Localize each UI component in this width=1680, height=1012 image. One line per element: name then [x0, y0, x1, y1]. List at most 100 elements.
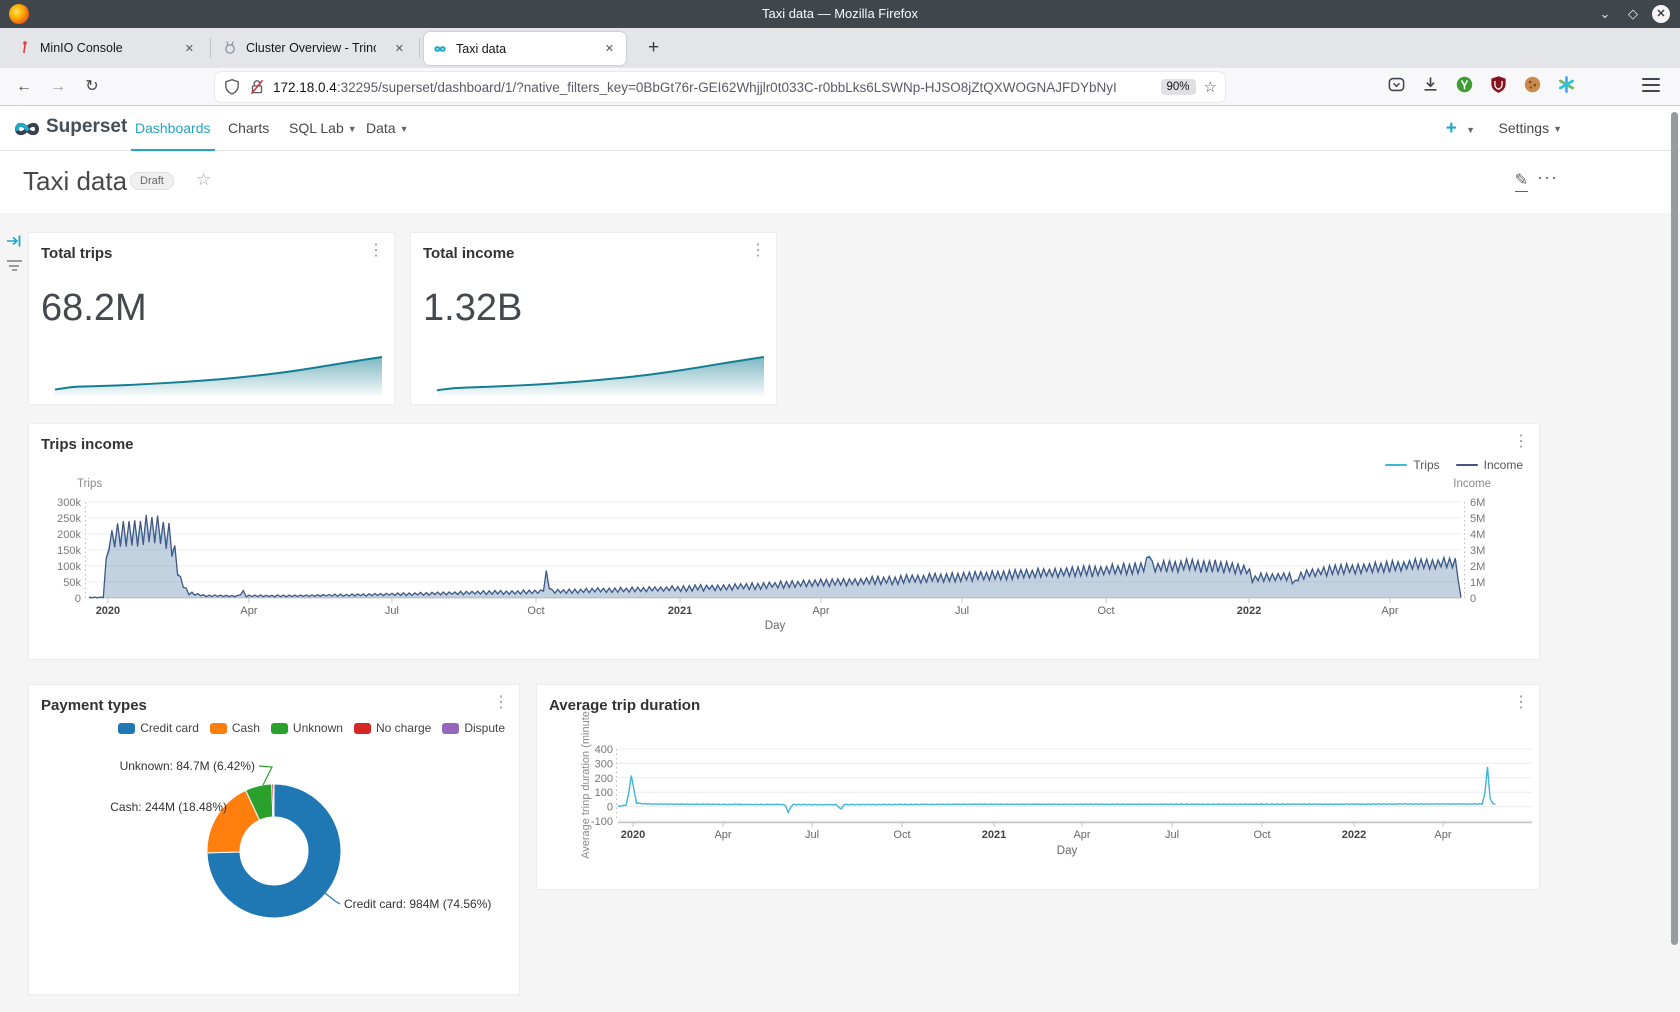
kebab-menu-icon[interactable]: ⋮ [493, 695, 509, 711]
expand-filter-bar-icon[interactable] [6, 234, 22, 248]
tab-close-icon[interactable]: ✕ [181, 40, 198, 57]
chevron-down-icon: ▼ [1466, 125, 1475, 135]
svg-text:Jul: Jul [1165, 829, 1179, 841]
big-number-value: 1.32B [423, 287, 522, 330]
svg-text:0: 0 [607, 802, 613, 814]
legend-item-credit-card[interactable]: Credit card [118, 721, 199, 735]
legend-item-no-charge[interactable]: No charge [354, 721, 431, 735]
more-actions-icon[interactable]: ··· [1537, 167, 1558, 188]
status-badge: Draft [130, 172, 174, 190]
donut-callout: Cash: 244M (18.48%) [110, 800, 227, 814]
page-scrollbar[interactable] [1671, 112, 1678, 945]
donut-callout: Credit card: 984M (74.56%) [344, 897, 491, 911]
donut-callout: Unknown: 84.7M (6.42%) [120, 759, 255, 773]
svg-text:6M: 6M [1470, 497, 1485, 509]
svg-text:300k: 300k [57, 497, 81, 509]
zoom-level-badge[interactable]: 90% [1161, 79, 1196, 95]
kebab-menu-icon[interactable]: ⋮ [750, 243, 766, 259]
forward-icon[interactable]: → [46, 75, 70, 99]
svg-text:Jul: Jul [385, 605, 399, 617]
chart-title: Total trips [41, 245, 112, 262]
page-title: Taxi data [23, 166, 127, 197]
card-total-income: Total income ⋮ 1.32B [410, 232, 777, 405]
tabs-list-chevron-icon[interactable]: ⌄ [1596, 6, 1614, 22]
tracking-shield-icon[interactable] [223, 78, 241, 96]
favorite-star-icon[interactable]: ☆ [196, 170, 211, 190]
avg-trip-duration-chart[interactable]: -10001002003004002020AprJulOct2021AprJul… [537, 685, 1541, 891]
bookmark-star-icon[interactable]: ☆ [1204, 78, 1217, 96]
total-income-sparkline[interactable] [423, 353, 766, 397]
kebab-menu-icon[interactable]: ⋮ [368, 243, 384, 259]
privacy-extension-icon[interactable] [1455, 75, 1474, 94]
nav-sql-lab[interactable]: SQL Lab▼ [285, 106, 361, 151]
svg-text:2021: 2021 [982, 829, 1006, 841]
svg-text:100: 100 [595, 787, 613, 799]
tab-separator [419, 38, 420, 58]
superset-logo[interactable] [10, 113, 44, 145]
svg-text:2M: 2M [1470, 561, 1485, 573]
payment-types-donut-chart[interactable]: Unknown: 84.7M (6.42%) Cash: 244M (18.48%… [29, 745, 521, 996]
download-icon[interactable] [1421, 75, 1440, 94]
svg-text:100k: 100k [57, 561, 81, 573]
svg-text:Oct: Oct [527, 605, 544, 617]
settings-menu[interactable]: Settings▼ [1498, 106, 1562, 151]
legend-item-unknown[interactable]: Unknown [271, 721, 343, 735]
pocket-icon[interactable] [1387, 75, 1406, 94]
window-title: Taxi data — Mozilla Firefox [0, 0, 1680, 28]
dashboard-header: Taxi data Draft ☆ ✎ ··· [0, 151, 1680, 213]
ublock-origin-icon[interactable] [1489, 75, 1508, 94]
nav-data[interactable]: Data▼ [362, 106, 413, 151]
back-icon[interactable]: ← [12, 75, 36, 99]
tab-taxi-data-active[interactable]: Taxi data ✕ [424, 32, 626, 65]
tab-separator [210, 38, 211, 58]
svg-text:4M: 4M [1470, 529, 1485, 541]
superset-brand[interactable]: Superset [46, 116, 127, 138]
window-controls: ⌄ ◇ ✕ [1596, 0, 1670, 28]
svg-text:150k: 150k [57, 545, 81, 557]
tab-close-icon[interactable]: ✕ [601, 40, 618, 57]
cookie-extension-icon[interactable] [1523, 75, 1542, 94]
new-tab-button[interactable]: + [640, 34, 667, 62]
total-trips-sparkline[interactable] [41, 353, 384, 397]
colorful-extension-icon[interactable] [1557, 75, 1576, 94]
add-new-button[interactable]: + ▼ [1446, 106, 1475, 151]
tab-strip: MinIO Console ✕ Cluster Overview - Trino… [0, 28, 1680, 68]
url-host: 172.18.0.4 [273, 80, 337, 95]
svg-text:Apr: Apr [714, 829, 731, 841]
superset-favicon [432, 41, 448, 57]
svg-text:50k: 50k [63, 577, 81, 589]
reload-icon[interactable]: ↻ [80, 75, 104, 99]
nav-dashboards[interactable]: Dashboards [131, 106, 215, 151]
legend-item-dispute[interactable]: Dispute [442, 721, 505, 735]
svg-text:Jul: Jul [805, 829, 819, 841]
superset-navbar: Superset Dashboards Charts SQL Lab▼ Data… [0, 106, 1680, 151]
legend-item-cash[interactable]: Cash [210, 721, 260, 735]
card-avg-trip-duration: Average trip duration ⋮ -100010020030040… [536, 684, 1540, 890]
svg-text:2020: 2020 [96, 605, 120, 617]
chart-title: Payment types [41, 697, 147, 714]
svg-text:-100: -100 [591, 816, 613, 828]
svg-text:400: 400 [595, 744, 613, 756]
restore-window-icon[interactable]: ◇ [1624, 6, 1642, 22]
url-text[interactable]: 172.18.0.4:32295/superset/dashboard/1/?n… [273, 80, 1153, 95]
trips-income-chart[interactable]: 0050k1M100k2M150k3M200k4M250k5M300k6MTri… [29, 424, 1541, 661]
card-total-trips: Total trips ⋮ 68.2M [28, 232, 395, 405]
edit-dashboard-icon[interactable]: ✎ [1515, 170, 1528, 192]
url-bar[interactable]: 172.18.0.4:32295/superset/dashboard/1/?n… [215, 72, 1225, 102]
menu-hamburger-icon[interactable] [1642, 78, 1660, 92]
tab-trino[interactable]: Cluster Overview - Trino ✕ [214, 28, 416, 68]
firefox-window: Taxi data — Mozilla Firefox ⌄ ◇ ✕ MinIO … [0, 0, 1680, 1012]
close-window-icon[interactable]: ✕ [1652, 5, 1670, 23]
svg-text:Day: Day [765, 620, 786, 632]
chevron-down-icon: ▼ [348, 124, 357, 134]
tab-minio-console[interactable]: MinIO Console ✕ [8, 28, 206, 68]
svg-text:2021: 2021 [668, 605, 692, 617]
svg-text:250k: 250k [57, 513, 81, 525]
svg-text:Apr: Apr [240, 605, 257, 617]
filter-icon[interactable] [6, 260, 22, 274]
insecure-lock-icon[interactable] [248, 78, 266, 96]
chevron-down-icon: ▼ [400, 124, 409, 134]
nav-charts[interactable]: Charts [224, 106, 273, 151]
tab-close-icon[interactable]: ✕ [391, 40, 408, 57]
svg-text:2022: 2022 [1342, 829, 1366, 841]
